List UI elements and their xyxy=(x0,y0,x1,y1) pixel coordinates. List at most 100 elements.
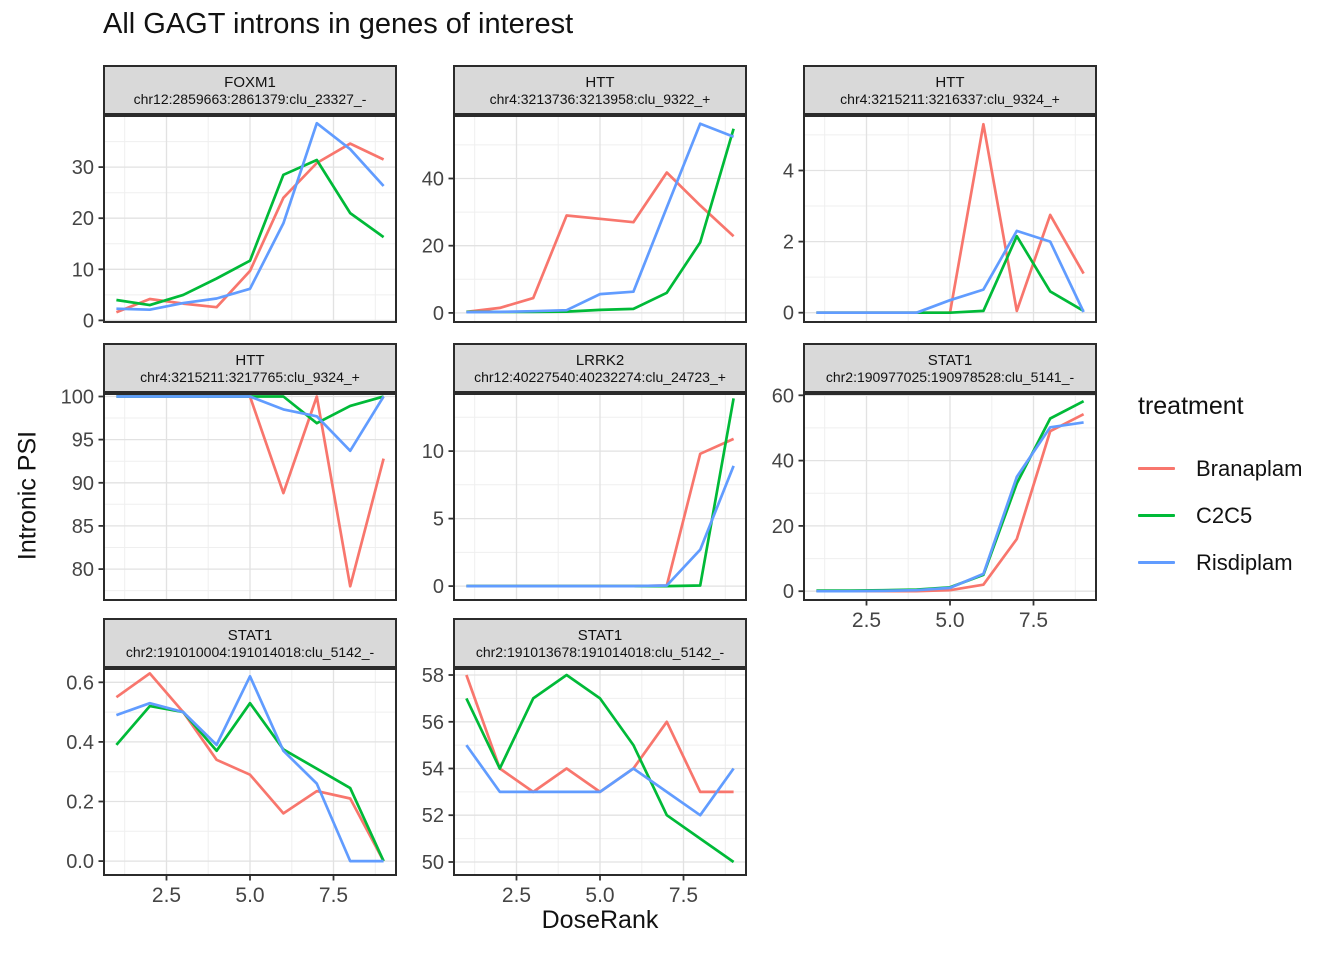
facet-panel-svg: 0 5 10 xyxy=(422,393,747,601)
facet-locus: chr4:3215211:3217765:clu_9324_+ xyxy=(140,368,360,385)
legend-entry: C2C5 xyxy=(1138,492,1302,539)
y-tick-label: 85 xyxy=(72,516,94,538)
y-tick-label: 0.4 xyxy=(66,732,94,754)
y-tick-label: 0.0 xyxy=(66,851,94,873)
facet-stat1-6: STAT1 chr2:191010004:191014018:clu_5142_-… xyxy=(38,618,397,911)
series-lines xyxy=(465,673,735,864)
series-lines xyxy=(466,122,735,314)
y-tick-label: 4 xyxy=(783,161,794,183)
facet-strip: HTT chr4:3215211:3217765:clu_9324_+ xyxy=(103,343,397,393)
facet-gene: HTT xyxy=(235,351,265,369)
series-lines xyxy=(816,400,1085,593)
x-tick-label: 2.5 xyxy=(502,884,531,907)
y-tick-label: 10 xyxy=(422,441,444,463)
y-tick-label: 40 xyxy=(772,451,794,473)
plot-title: All GAGT introns in genes of interest xyxy=(103,8,574,40)
y-tick-label: 56 xyxy=(422,712,444,734)
series-line-risdiplam xyxy=(115,674,384,863)
facet-htt-1: HTT chr4:3213736:3213958:clu_9322_+ 0 20 40 xyxy=(388,65,747,358)
facet-locus: chr12:40227540:40232274:clu_24723_+ xyxy=(474,368,726,385)
y-tick-label: 0 xyxy=(783,303,794,325)
facet-locus: chr2:191010004:191014018:clu_5142_- xyxy=(125,643,375,660)
facet-foxm1-0: FOXM1 chr12:2859663:2861379:clu_23327_- 0 1… xyxy=(38,65,397,358)
panel-border xyxy=(803,115,1097,323)
facet-strip: HTT chr4:3213736:3213958:clu_9322_+ xyxy=(453,65,747,115)
panel-border xyxy=(453,393,747,601)
y-tick-label: 100 xyxy=(61,387,94,409)
facet-locus: chr2:191013678:191014018:clu_5142_- xyxy=(475,643,725,660)
y-tick-label: 5 xyxy=(433,509,444,531)
y-tick-label: 0 xyxy=(433,576,444,598)
panel-border xyxy=(453,668,747,876)
facet-strip: LRRK2 chr12:40227540:40232274:clu_24723_+ xyxy=(453,343,747,393)
y-tick-label: 52 xyxy=(422,805,444,827)
y-tick-label: 0 xyxy=(83,310,94,332)
facet-locus: chr2:190977025:190978528:clu_5141_- xyxy=(825,368,1075,385)
legend-key-branaplam xyxy=(1138,466,1175,471)
facet-stat1-7: STAT1 chr2:191013678:191014018:clu_5142_-… xyxy=(388,618,747,911)
y-tick-label: 90 xyxy=(72,473,94,495)
facet-gene: LRRK2 xyxy=(575,351,625,369)
facet-panel-svg: 80 85 90 95 100 xyxy=(61,387,397,601)
legend-key-c2c5 xyxy=(1138,513,1175,518)
y-tick-label: 60 xyxy=(772,385,794,407)
facet-gene: STAT1 xyxy=(227,626,273,644)
y-tick-label: 30 xyxy=(72,157,94,179)
x-tick-label: 2.5 xyxy=(852,609,881,632)
facet-locus: chr12:2859663:2861379:clu_23327_- xyxy=(133,90,367,107)
legend-label-branaplam: Branaplam xyxy=(1196,455,1303,481)
facet-strip: FOXM1 chr12:2859663:2861379:clu_23327_- xyxy=(103,65,397,115)
legend: treatment Branaplam C2C5 Risdiplam xyxy=(1138,392,1302,586)
series-line-c2c5 xyxy=(465,673,735,864)
facet-gene: STAT1 xyxy=(577,626,623,644)
facet-strip: STAT1 chr2:191010004:191014018:clu_5142_- xyxy=(103,618,397,668)
x-tick-label: 2.5 xyxy=(152,884,181,907)
panel-border xyxy=(103,115,397,323)
facet-htt-2: HTT chr4:3215211:3216337:clu_9324_+ 0 2 4 xyxy=(738,65,1097,358)
series-line-branaplam xyxy=(466,171,735,314)
series-lines xyxy=(816,122,1085,315)
y-tick-label: 40 xyxy=(422,169,444,191)
y-tick-label: 58 xyxy=(422,665,444,687)
y-tick-label: 2 xyxy=(783,232,794,254)
y-tick-label: 20 xyxy=(72,208,94,230)
series-lines xyxy=(115,121,385,314)
x-tick-label: 5.0 xyxy=(235,884,264,907)
facet-panel-svg: 0 2 4 xyxy=(783,115,1097,325)
facet-gene: STAT1 xyxy=(927,351,973,369)
facet-strip: STAT1 chr2:191013678:191014018:clu_5142_- xyxy=(453,618,747,668)
facet-lrrk2-4: LRRK2 chr12:40227540:40232274:clu_24723_+… xyxy=(388,343,747,636)
series-lines xyxy=(115,672,385,863)
x-tick-label: 5.0 xyxy=(935,609,964,632)
facet-gene: FOXM1 xyxy=(224,73,276,91)
x-tick-label: 7.5 xyxy=(1019,609,1048,632)
x-tick-label: 5.0 xyxy=(585,884,614,907)
series-line-risdiplam xyxy=(816,421,1084,593)
series-line-c2c5 xyxy=(115,701,385,862)
legend-entry: Branaplam xyxy=(1138,445,1302,492)
series-line-risdiplam xyxy=(816,229,1085,315)
series-line-risdiplam xyxy=(466,465,735,588)
facet-panel-svg: 0.0 0.2 0.4 0.6 2.5 5.0 7.5 xyxy=(66,668,397,907)
series-line-risdiplam xyxy=(116,121,385,312)
facet-gene: HTT xyxy=(935,73,965,91)
legend-entry: Risdiplam xyxy=(1138,539,1302,586)
panel-border xyxy=(103,393,397,601)
panel-border xyxy=(453,115,747,323)
facet-htt-3: HTT chr4:3215211:3217765:clu_9324_+ 80 85 90… xyxy=(38,343,397,636)
facet-locus: chr4:3213736:3213958:clu_9322_+ xyxy=(489,90,711,107)
facet-strip: STAT1 chr2:190977025:190978528:clu_5141_- xyxy=(803,343,1097,393)
series-line-c2c5 xyxy=(116,158,385,307)
x-tick-label: 7.5 xyxy=(319,884,348,907)
x-tick-label: 7.5 xyxy=(669,884,698,907)
y-tick-label: 0.6 xyxy=(66,672,94,694)
facet-panel-svg: 0 20 40 xyxy=(422,115,747,325)
facet-panel-svg: 0 20 40 60 2.5 5.0 7.5 xyxy=(772,385,1097,632)
series-line-branaplam xyxy=(115,672,385,862)
y-tick-label: 0 xyxy=(783,581,794,603)
y-tick-label: 54 xyxy=(422,759,444,781)
y-tick-label: 20 xyxy=(422,236,444,258)
y-tick-label: 50 xyxy=(422,852,444,874)
x-axis-title: DoseRank xyxy=(541,906,659,934)
